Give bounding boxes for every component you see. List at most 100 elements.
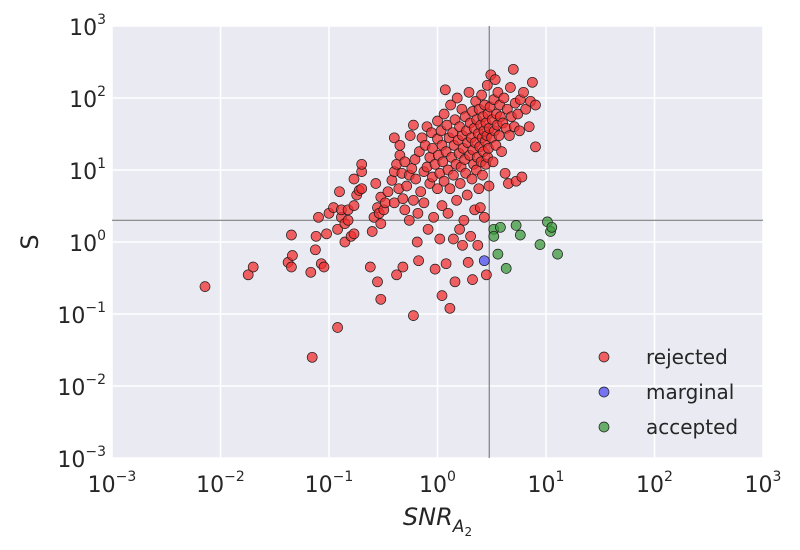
data-point-rejected [481,269,492,281]
data-point-rejected [440,258,452,270]
data-point-rejected [332,322,343,333]
y-axis-label: S [16,234,44,249]
data-point-rejected [356,158,368,170]
data-point-rejected [406,163,418,174]
data-point-rejected [507,63,519,75]
data-point-rejected [382,186,394,198]
data-point-rejected [467,274,478,285]
data-point-rejected [448,169,459,181]
data-point-rejected [286,261,297,273]
legend[interactable]: rejected marginal accepted [598,345,738,439]
y-tick-label: 10−1 [57,300,106,329]
data-point-rejected [418,197,430,209]
data-points [199,63,563,363]
x-tick-label: 10−1 [305,469,354,498]
data-point-accepted [500,263,512,274]
data-point-rejected [287,250,298,261]
data-point-rejected [391,269,402,281]
y-tick-label: 101 [69,156,106,185]
data-point-rejected [427,142,438,154]
data-point-rejected [472,239,484,251]
data-point-rejected [408,194,419,206]
data-point-rejected [313,211,324,223]
data-point-accepted [514,229,526,241]
data-point-rejected [318,261,330,273]
data-point-rejected [481,79,493,91]
series-rejected [199,63,541,363]
x-axis-label: SNRA2 [403,503,472,539]
data-point-rejected [530,99,541,111]
data-point-rejected [447,127,459,139]
data-point-rejected [242,269,254,281]
data-point-rejected [310,230,322,242]
data-point-rejected [451,92,463,104]
data-point-rejected [342,214,354,226]
data-point-rejected [530,141,541,153]
y-tick-label: 100 [69,228,106,257]
data-point-rejected [306,351,318,363]
legend-marker-marginal [598,386,610,398]
data-point-rejected [348,200,360,211]
data-point-rejected [505,82,516,93]
data-point-rejected [412,207,424,219]
legend-item-accepted[interactable]: accepted [598,415,738,439]
data-point-rejected [444,302,456,314]
legend-item-marginal[interactable]: marginal [598,380,734,404]
legend-label-rejected: rejected [646,345,728,369]
data-point-rejected [410,173,422,185]
data-point-rejected [399,204,411,216]
data-point-rejected [321,228,332,240]
data-point-rejected [370,178,382,189]
data-point-rejected [463,86,475,98]
tick-labels: 10−3 10−2 10−1 100 101 102 103 10−3 10−2 10−1 100 1… [57,12,781,498]
data-point-rejected [375,218,387,229]
x-tick-label: 101 [528,469,565,498]
data-point-rejected [334,186,345,198]
data-point-accepted [495,221,506,233]
data-point-rejected [466,173,478,185]
data-point-rejected [305,266,317,278]
data-point-rejected [476,89,487,101]
data-point-rejected [428,211,439,223]
data-point-rejected [375,293,387,305]
x-tick-label: 100 [419,469,456,498]
data-point-rejected [477,169,488,181]
data-point-rejected [489,74,501,85]
data-point-rejected [388,197,400,209]
data-point-rejected [199,281,211,292]
data-point-rejected [454,178,466,189]
data-point-rejected [499,167,511,179]
data-point-rejected [478,211,490,223]
data-point-rejected [498,92,510,104]
data-point-rejected [438,175,450,187]
data-point-rejected [518,86,529,98]
data-point-rejected [520,103,532,115]
data-point-rejected [461,189,473,201]
data-point-accepted [510,220,522,231]
data-point-rejected [462,257,474,268]
legend-marker-accepted [598,421,610,433]
x-tick-label: 102 [636,469,673,498]
data-point-rejected [473,183,485,195]
data-point-rejected [401,180,413,192]
data-point-rejected [408,310,419,321]
data-point-rejected [408,119,419,131]
data-point-rejected [439,84,451,96]
data-point-rejected [364,261,376,273]
legend-item-rejected[interactable]: rejected [598,345,728,369]
data-point-accepted [552,248,563,260]
data-point-rejected [436,200,448,211]
data-point-rejected [356,183,368,195]
data-point-rejected [372,276,383,288]
data-point-rejected [403,214,415,226]
data-point-rejected [516,171,528,183]
data-point-rejected [438,108,450,120]
data-point-accepted [488,230,500,242]
data-point-rejected [496,146,507,157]
data-point-rejected [457,239,468,251]
x-tick-label: 10−2 [196,469,245,498]
data-point-rejected [437,156,449,168]
data-point-rejected [348,173,360,185]
data-point-rejected [442,207,454,219]
data-point-rejected [436,290,448,301]
